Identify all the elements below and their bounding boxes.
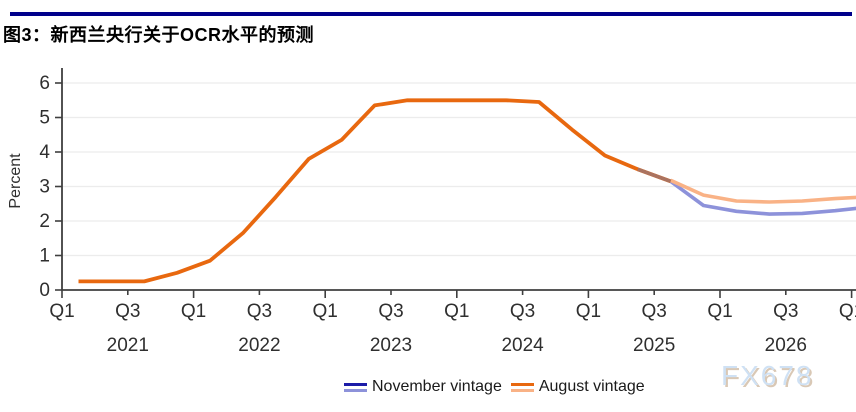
legend-item-november: November vintage [344,378,502,396]
year-label: 2021 [107,335,149,356]
axes [55,68,856,298]
x-tick-label: Q1 [181,301,206,322]
x-tick-label: Q1 [576,301,601,322]
x-tick-label: Q3 [115,301,140,322]
x-tick-label: Q3 [773,301,798,322]
axis-labels: 0 1 2 3 4 5 6 Q1 Q3 Q1 Q3 Q1 Q3 Q1 Q3 Q1 Q3 Q1 Q3 Q1 2021 202… [7,73,856,356]
x-tick-label: Q1 [444,301,469,322]
gridlines [62,82,856,257]
november-line-swatch [344,382,367,392]
y-axis-title: Percent [7,153,24,209]
fx678-watermark: FX678 [721,360,814,391]
series-vintage-overlap-blend [637,167,672,183]
series-august-vintage-forecast [669,178,856,204]
x-tick-label: Q3 [642,301,667,322]
chart-legend: November vintage August vintage [344,378,645,396]
title-rule [10,12,852,16]
legend-label-august: August vintage [538,378,645,395]
year-label: 2024 [501,335,544,356]
year-label: 2026 [765,335,807,356]
year-label: 2023 [370,335,412,356]
x-tick-label: Q1 [313,301,338,322]
x-tick-label: Q3 [247,301,272,322]
x-tick-label: Q1 [49,301,74,322]
y-tick-label: 6 [39,73,50,94]
series-november-vintage-forecast [669,179,856,216]
year-label: 2022 [238,335,280,356]
year-label: 2025 [633,335,675,356]
y-tick-label: 5 [39,108,50,129]
y-tick-label: 1 [39,246,50,267]
y-tick-label: 0 [39,280,50,301]
legend-item-august: August vintage [510,378,645,396]
y-tick-label: 4 [39,142,50,163]
x-tick-label: Q1 [707,301,732,322]
y-tick-label: 3 [39,177,50,198]
figure-title: 图3：新西兰央行关于OCR水平的预测 [3,25,315,45]
chart-series [78,98,856,284]
legend-label-november: November vintage [372,378,502,395]
x-tick-label: Q1 [839,301,856,322]
y-tick-label: 2 [39,211,50,232]
august-line-swatch [510,382,534,392]
x-tick-label: Q3 [378,301,403,322]
x-tick-label: Q3 [510,301,535,322]
series-ocr-history-both-vintages [78,98,672,284]
